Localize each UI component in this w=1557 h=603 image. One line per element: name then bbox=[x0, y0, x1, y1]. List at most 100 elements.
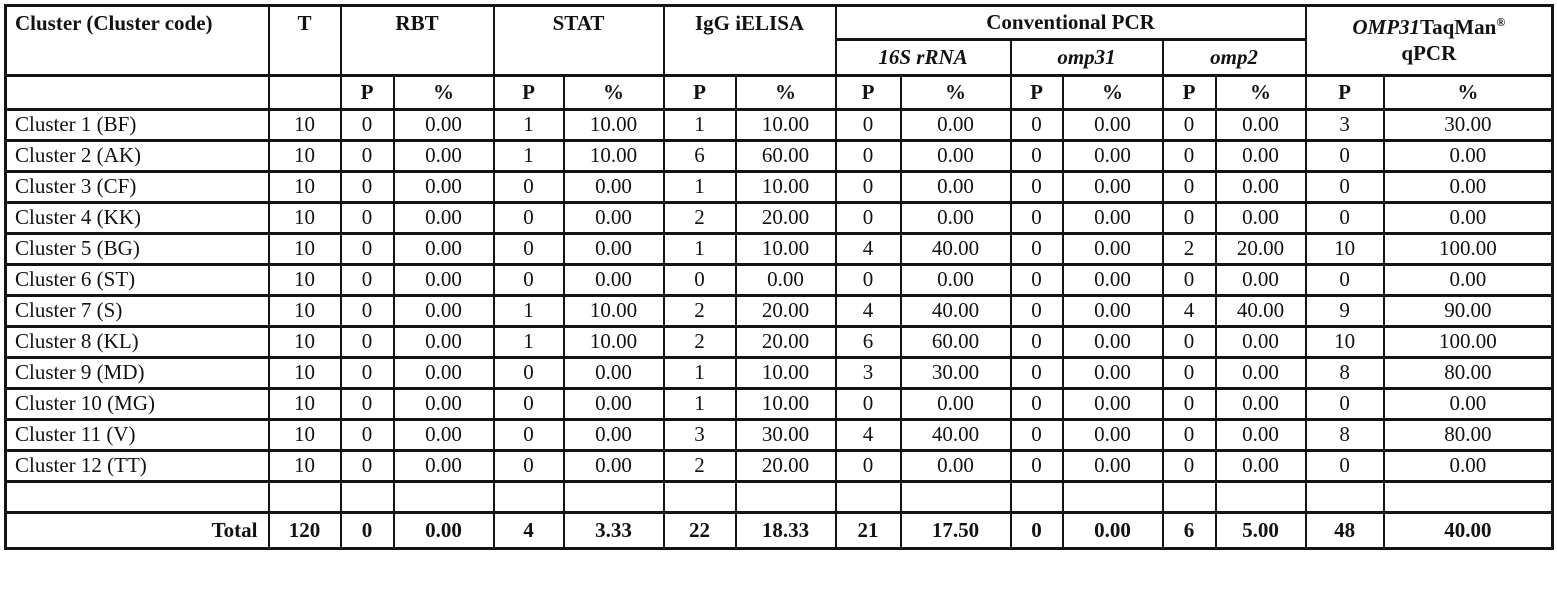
value-cell: 30.00 bbox=[899, 356, 1012, 390]
value-cell: 1 bbox=[662, 356, 737, 390]
header-p: P bbox=[834, 74, 902, 111]
value-cell: 0.00 bbox=[1061, 108, 1164, 142]
value-cell: 0 bbox=[339, 294, 395, 328]
qpcr-line2-label: qPCR bbox=[1401, 40, 1457, 65]
value-cell: 0.00 bbox=[734, 263, 837, 297]
header-cluster: Cluster (Cluster code) bbox=[4, 4, 270, 77]
empty-cell bbox=[834, 480, 902, 514]
tested-count-cell: 10 bbox=[267, 108, 342, 142]
value-cell: 0.00 bbox=[1061, 387, 1164, 421]
registered-trademark-symbol: ® bbox=[1496, 15, 1506, 30]
cluster-name-cell: Cluster 12 (TT) bbox=[4, 449, 270, 483]
value-cell: 0.00 bbox=[1214, 170, 1307, 204]
value-cell: 0 bbox=[339, 170, 395, 204]
value-cell: 0 bbox=[492, 263, 565, 297]
tested-count-cell: 10 bbox=[267, 325, 342, 359]
value-cell: 0.00 bbox=[1382, 387, 1554, 421]
value-cell: 0.00 bbox=[1061, 449, 1164, 483]
value-cell: 100.00 bbox=[1382, 232, 1554, 266]
total-t-cell: 120 bbox=[267, 511, 342, 550]
value-cell: 0 bbox=[339, 449, 395, 483]
value-cell: 2 bbox=[662, 325, 737, 359]
empty-cell bbox=[1304, 480, 1385, 514]
value-cell: 9 bbox=[1304, 294, 1385, 328]
tested-count-cell: 10 bbox=[267, 232, 342, 266]
value-cell: 0 bbox=[662, 263, 737, 297]
value-cell: 0 bbox=[834, 387, 902, 421]
total-value-cell: 4 bbox=[492, 511, 565, 550]
table-row: Cluster 4 (KK) 10 0 0.00 0 0.00 2 20.00 0 0.00 0 0.… bbox=[4, 201, 1554, 235]
value-cell: 0 bbox=[1161, 418, 1217, 452]
total-value-cell: 0 bbox=[1009, 511, 1064, 550]
value-cell: 0 bbox=[492, 387, 565, 421]
value-cell: 0.00 bbox=[562, 356, 665, 390]
value-cell: 0.00 bbox=[899, 263, 1012, 297]
value-cell: 1 bbox=[492, 108, 565, 142]
value-cell: 0.00 bbox=[1214, 356, 1307, 390]
empty-cell bbox=[1009, 480, 1064, 514]
value-cell: 0 bbox=[1009, 294, 1064, 328]
header-rbt: RBT bbox=[339, 4, 495, 77]
value-cell: 60.00 bbox=[734, 139, 837, 173]
value-cell: 0.00 bbox=[562, 232, 665, 266]
value-cell: 10.00 bbox=[734, 108, 837, 142]
value-cell: 0 bbox=[339, 108, 395, 142]
value-cell: 10.00 bbox=[562, 325, 665, 359]
value-cell: 0.00 bbox=[1214, 139, 1307, 173]
value-cell: 0 bbox=[1161, 108, 1217, 142]
value-cell: 30.00 bbox=[1382, 108, 1554, 142]
header-row-genes: 16S rRNA omp31 omp2 bbox=[6, 38, 1553, 77]
value-cell: 40.00 bbox=[899, 294, 1012, 328]
value-cell: 0.00 bbox=[392, 263, 495, 297]
value-cell: 0.00 bbox=[392, 325, 495, 359]
table-row: Cluster 2 (AK) 10 0 0.00 1 10.00 6 60.00 0 0.00 0 0… bbox=[4, 139, 1554, 173]
spacer-row bbox=[4, 480, 1554, 514]
table-row: Cluster 7 (S) 10 0 0.00 1 10.00 2 20.00 4 40.00 0 0… bbox=[4, 294, 1554, 328]
value-cell: 0 bbox=[339, 387, 395, 421]
header-row-p-pct: P % P % P % P % P % P % P % bbox=[4, 74, 1554, 111]
table-row: Cluster 10 (MG) 10 0 0.00 0 0.00 1 10.00 0 0.00 0 0… bbox=[4, 387, 1554, 421]
header-gene-16s-rrna: 16S rRNA bbox=[834, 38, 1012, 77]
value-cell: 0 bbox=[339, 418, 395, 452]
value-cell: 0 bbox=[1009, 232, 1064, 266]
header-p: P bbox=[492, 74, 565, 111]
value-cell: 0 bbox=[834, 170, 902, 204]
value-cell: 20.00 bbox=[734, 449, 837, 483]
value-cell: 1 bbox=[492, 294, 565, 328]
table-row: Cluster 9 (MD) 10 0 0.00 0 0.00 1 10.00 3 30.00 0 0… bbox=[4, 356, 1554, 390]
value-cell: 0.00 bbox=[1214, 325, 1307, 359]
value-cell: 0.00 bbox=[392, 201, 495, 235]
value-cell: 0.00 bbox=[1382, 170, 1554, 204]
cluster-name-cell: Cluster 4 (KK) bbox=[4, 201, 270, 235]
value-cell: 0.00 bbox=[1061, 232, 1164, 266]
value-cell: 2 bbox=[662, 449, 737, 483]
cluster-name-cell: Cluster 8 (KL) bbox=[4, 325, 270, 359]
value-cell: 10.00 bbox=[562, 108, 665, 142]
header-gene-omp31: omp31 bbox=[1009, 38, 1164, 77]
header-pct: % bbox=[562, 74, 665, 111]
value-cell: 0.00 bbox=[392, 170, 495, 204]
qpcr-taqman-label: TaqMan bbox=[1420, 15, 1497, 40]
value-cell: 0.00 bbox=[392, 294, 495, 328]
value-cell: 40.00 bbox=[1214, 294, 1307, 328]
value-cell: 10.00 bbox=[734, 356, 837, 390]
total-value-cell: 0.00 bbox=[392, 511, 495, 550]
cluster-name-cell: Cluster 9 (MD) bbox=[4, 356, 270, 390]
value-cell: 0.00 bbox=[1061, 418, 1164, 452]
value-cell: 0.00 bbox=[1214, 108, 1307, 142]
value-cell: 0 bbox=[492, 449, 565, 483]
value-cell: 0.00 bbox=[1061, 294, 1164, 328]
value-cell: 1 bbox=[662, 170, 737, 204]
empty-cell bbox=[734, 480, 837, 514]
value-cell: 10 bbox=[1304, 232, 1385, 266]
header-pct: % bbox=[899, 74, 1012, 111]
value-cell: 0.00 bbox=[899, 108, 1012, 142]
empty-cell bbox=[4, 480, 270, 514]
value-cell: 0 bbox=[1009, 418, 1064, 452]
value-cell: 0 bbox=[1161, 387, 1217, 421]
value-cell: 0.00 bbox=[1061, 139, 1164, 173]
value-cell: 0 bbox=[492, 201, 565, 235]
value-cell: 0 bbox=[1161, 170, 1217, 204]
cluster-name-cell: Cluster 10 (MG) bbox=[4, 387, 270, 421]
value-cell: 4 bbox=[834, 232, 902, 266]
